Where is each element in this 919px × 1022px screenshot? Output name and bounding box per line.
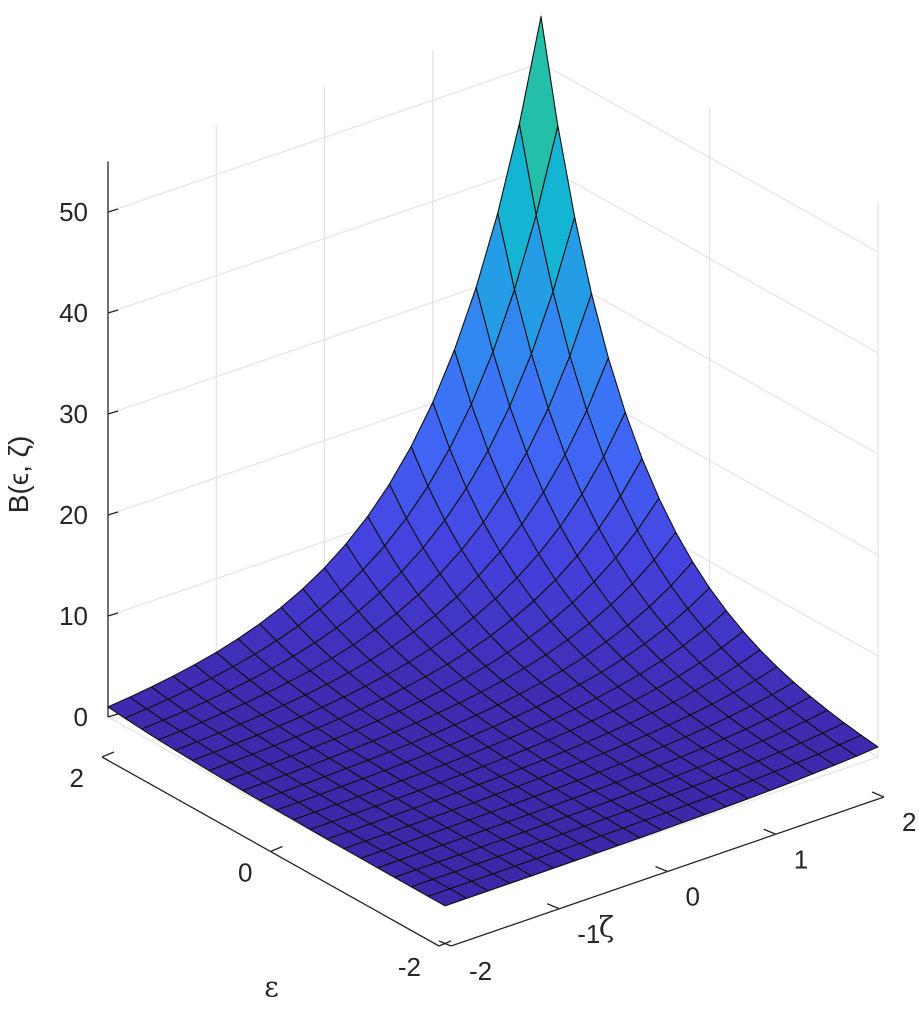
axes: [101, 161, 885, 947]
y-tick-label: 1: [794, 844, 808, 874]
z-tick-label: 20: [59, 500, 88, 530]
y-tick: [871, 791, 885, 798]
z-tick-label: 30: [59, 399, 88, 429]
z-gridline: [107, 62, 879, 253]
x-tick-label: -2: [398, 952, 421, 982]
surface-facet: [427, 888, 468, 907]
x-tick-label: 0: [238, 858, 252, 888]
z-tick: [107, 713, 119, 718]
z-tick: [107, 511, 119, 516]
z-tick-label: 10: [59, 601, 88, 631]
z-tick-label: 0: [74, 702, 88, 732]
y-tick-label: 2: [902, 807, 916, 837]
y-tick-label: 0: [686, 882, 700, 912]
z-tick-label: 40: [59, 298, 88, 328]
y-axis-label: ζ: [599, 911, 614, 944]
z-tick: [107, 410, 119, 415]
z-tick-label: 50: [59, 197, 88, 227]
x-axis-label: ε: [264, 971, 279, 1004]
y-tick: [547, 903, 560, 910]
z-tick: [107, 309, 119, 314]
x-tick-label: 2: [70, 763, 84, 793]
x-tick: [270, 845, 283, 853]
y-tick: [438, 940, 452, 947]
y-tick: [655, 865, 668, 873]
z-tick: [107, 208, 119, 213]
y-tick-label: -2: [469, 956, 492, 986]
y-tick-label: -1: [577, 919, 600, 949]
tick-labels: 0 10 20 30 40 50 -2 0 2 -2 -1 0 1 2: [59, 197, 916, 986]
z-tick: [107, 612, 119, 617]
surface-mesh: [107, 16, 879, 907]
y-tick: [763, 828, 776, 835]
x-tick: [101, 751, 115, 758]
z-axis-label: B(ϵ, ζ): [3, 436, 34, 514]
